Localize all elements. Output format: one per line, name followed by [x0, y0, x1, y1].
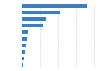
- Bar: [22, 50, 25, 54]
- Bar: [22, 57, 24, 60]
- Bar: [22, 30, 28, 34]
- Bar: [22, 24, 43, 27]
- Bar: [22, 11, 60, 14]
- Bar: [22, 4, 87, 8]
- Bar: [22, 44, 26, 47]
- Bar: [22, 37, 27, 41]
- Bar: [22, 63, 23, 67]
- Bar: [22, 17, 46, 21]
